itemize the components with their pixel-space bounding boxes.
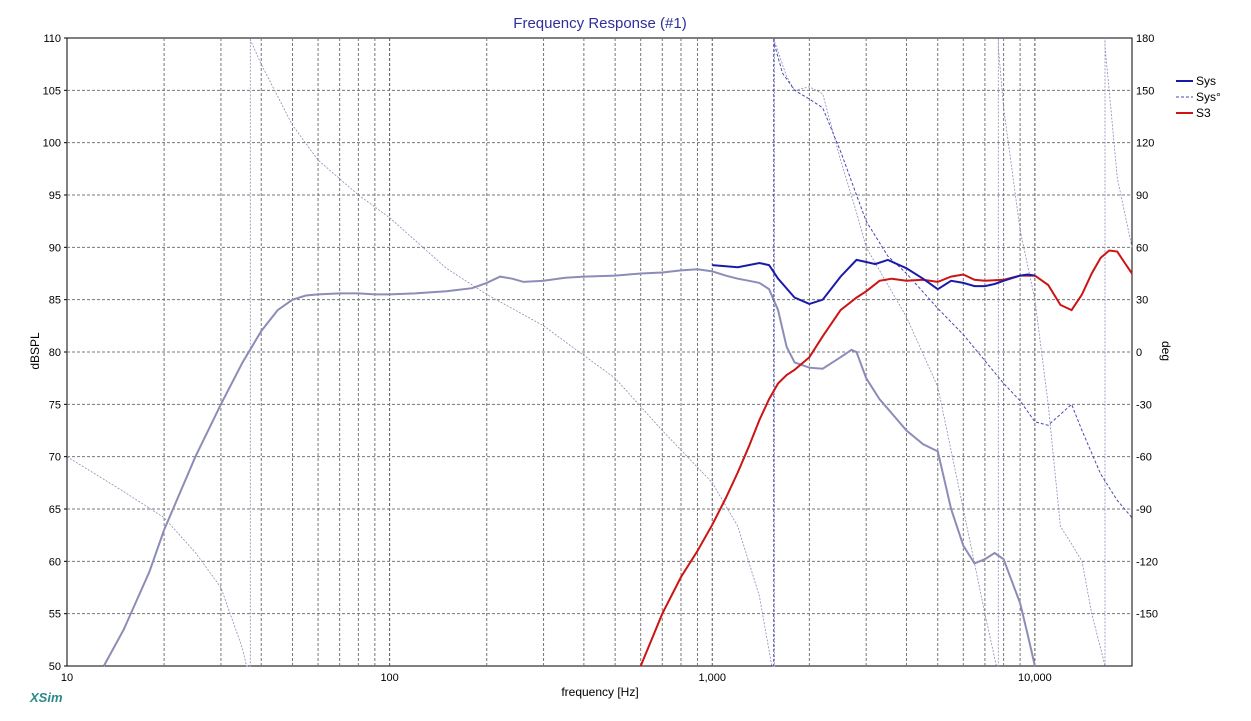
y2-tick-label: 120: [1136, 138, 1154, 150]
series-line-s3: [639, 249, 1133, 667]
legend-label: Sys°: [1196, 90, 1221, 104]
y-tick-label: 55: [49, 609, 61, 621]
y-tick-label: 60: [49, 556, 61, 568]
y-tick-label: 80: [49, 347, 61, 359]
y-tick-label: 100: [43, 138, 61, 150]
series-line-sys: [772, 38, 1133, 667]
y-tick-label: 110: [43, 33, 61, 45]
y-tick-label: 65: [49, 504, 61, 516]
legend-label: Sys: [1196, 74, 1216, 88]
y2-tick-label: 60: [1136, 242, 1148, 254]
series-line-driver-4: [66, 38, 1133, 667]
legend: Sys Sys° S3: [1176, 74, 1221, 120]
series-layer: [66, 38, 1133, 667]
y2-tick-label: -120: [1136, 556, 1158, 568]
x-tick-label: 100: [380, 672, 398, 684]
y2-tick-label: 90: [1136, 190, 1148, 202]
chart-title: Frequency Response (#1): [513, 15, 686, 32]
tick-labels: 50556065707580859095100105110-150-120-90…: [43, 33, 1158, 684]
y-tick-label: 95: [49, 190, 61, 202]
y-tick-label: 50: [49, 661, 61, 673]
series-line-driver-3: [102, 268, 1036, 667]
y2-tick-label: -60: [1136, 452, 1152, 464]
y2-axis-label: deg: [1159, 341, 1173, 361]
y-tick-label: 75: [49, 399, 61, 411]
y-tick-label: 105: [43, 85, 61, 97]
x-tick-label: 10,000: [1018, 672, 1052, 684]
y2-tick-label: -90: [1136, 504, 1152, 516]
y-tick-label: 90: [49, 242, 61, 254]
grid: [67, 38, 1132, 666]
xsim-brand: XSim: [29, 690, 63, 705]
y2-tick-label: 150: [1136, 85, 1154, 97]
x-tick-label: 10: [61, 672, 73, 684]
y-tick-label: 85: [49, 295, 61, 307]
legend-label: S3: [1196, 106, 1211, 120]
x-axis-label: frequency [Hz]: [561, 685, 638, 699]
y-tick-label: 70: [49, 452, 61, 464]
x-tick-label: 1,000: [698, 672, 726, 684]
y2-tick-label: 0: [1136, 347, 1142, 359]
y2-tick-label: -150: [1136, 609, 1158, 621]
y-axis-label: dBSPL: [28, 332, 42, 370]
series-line-sys: [712, 258, 1036, 305]
y2-tick-label: 180: [1136, 33, 1154, 45]
y2-tick-label: 30: [1136, 295, 1148, 307]
y2-tick-label: -30: [1136, 399, 1152, 411]
